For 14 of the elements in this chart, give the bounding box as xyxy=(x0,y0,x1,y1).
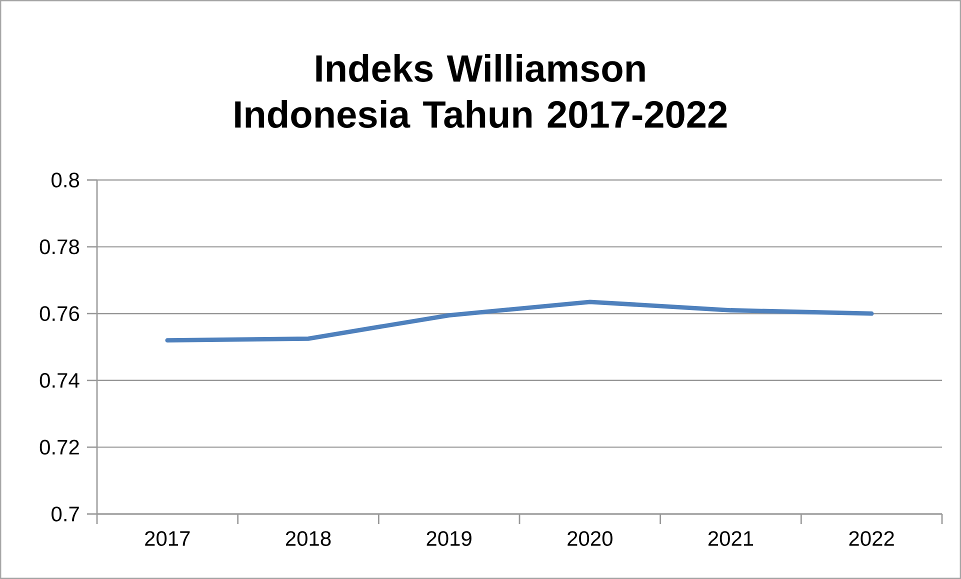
line-series xyxy=(165,300,874,343)
x-tick-label: 2019 xyxy=(426,531,472,546)
y-tick-label: 0.74 xyxy=(40,372,80,388)
y-tick-label: 0.76 xyxy=(40,306,80,322)
y-tick-label: 0.7 xyxy=(52,506,79,522)
x-tick-label: 2022 xyxy=(849,531,894,546)
x-tick-label: 2017 xyxy=(145,531,190,546)
y-tick-label: 0.72 xyxy=(40,440,79,455)
x-tick-label: 2018 xyxy=(286,531,331,546)
chart-title: Indeks Williamson Indonesia Tahun 2017-2022 xyxy=(235,54,727,128)
y-tick-label: 0.8 xyxy=(52,172,80,188)
x-tick-label: 2020 xyxy=(568,531,612,546)
x-tick-label: 2021 xyxy=(708,531,754,546)
y-tick-label: 0.78 xyxy=(40,239,80,254)
